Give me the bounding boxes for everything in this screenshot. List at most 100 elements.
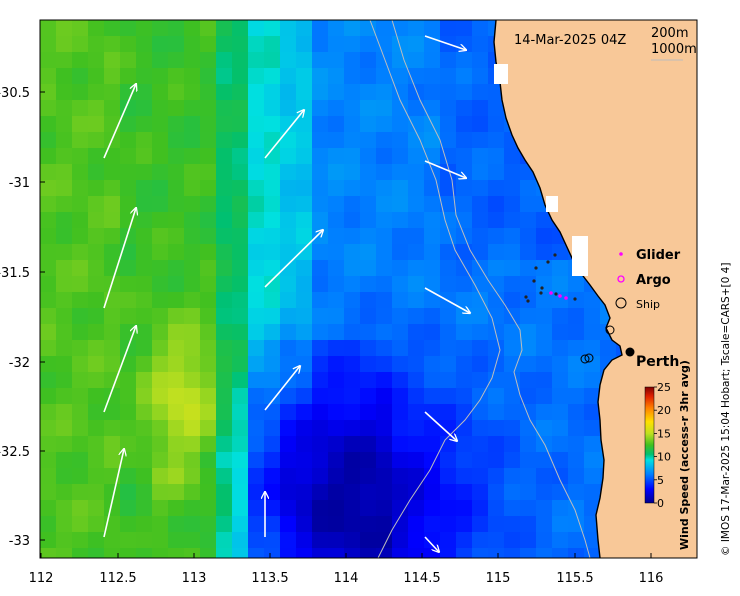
wind-cell bbox=[152, 84, 169, 101]
wind-cell bbox=[696, 52, 697, 69]
wind-cell bbox=[264, 20, 281, 37]
wind-cell bbox=[72, 212, 89, 229]
wind-cell bbox=[136, 532, 153, 549]
wind-cell bbox=[56, 36, 73, 53]
wind-cell bbox=[520, 276, 537, 293]
wind-cell bbox=[504, 404, 521, 421]
coastline bbox=[493, 20, 623, 558]
wind-cell bbox=[152, 356, 169, 373]
wind-cell bbox=[88, 292, 105, 309]
wind-cell bbox=[360, 532, 377, 549]
wind-cell bbox=[120, 420, 137, 437]
wind-cell bbox=[120, 244, 137, 261]
wind-cell bbox=[408, 356, 425, 373]
wind-cell bbox=[376, 228, 393, 245]
wind-cell bbox=[392, 292, 409, 309]
wind-cell bbox=[536, 500, 553, 517]
wind-cell bbox=[104, 500, 121, 517]
wind-cell bbox=[312, 292, 329, 309]
wind-cell bbox=[200, 356, 217, 373]
wind-cell bbox=[216, 84, 233, 101]
wind-cell bbox=[72, 180, 89, 197]
wind-cell bbox=[584, 420, 601, 437]
wind-cell bbox=[328, 532, 345, 549]
wind-cell bbox=[104, 196, 121, 213]
wind-cell bbox=[184, 196, 201, 213]
wind-cell bbox=[296, 116, 313, 133]
wind-cell bbox=[168, 36, 185, 53]
wind-cell bbox=[472, 100, 489, 117]
wind-cell bbox=[168, 324, 185, 341]
wind-cell bbox=[328, 340, 345, 357]
wind-cell bbox=[344, 484, 361, 501]
wind-cell bbox=[424, 500, 441, 517]
wind-cell bbox=[504, 436, 521, 453]
wind-cell bbox=[184, 404, 201, 421]
wind-cell bbox=[520, 196, 537, 213]
glider-position bbox=[539, 291, 543, 295]
wind-cell bbox=[696, 308, 697, 325]
wind-cell bbox=[104, 324, 121, 341]
wind-cell bbox=[504, 548, 521, 558]
wind-cell bbox=[280, 468, 297, 485]
wind-cell bbox=[104, 68, 121, 85]
wind-cell bbox=[184, 276, 201, 293]
wind-cell bbox=[200, 532, 217, 549]
wind-cell bbox=[216, 356, 233, 373]
wind-cell bbox=[392, 68, 409, 85]
wind-cell bbox=[168, 180, 185, 197]
wind-cell bbox=[376, 452, 393, 469]
wind-cell bbox=[344, 452, 361, 469]
wind-cell bbox=[344, 516, 361, 533]
wind-cell bbox=[152, 404, 169, 421]
wind-cell bbox=[344, 180, 361, 197]
wind-cell bbox=[40, 548, 57, 558]
wind-cell bbox=[424, 164, 441, 181]
wind-cell bbox=[552, 260, 569, 277]
wind-cell bbox=[392, 516, 409, 533]
wind-cell bbox=[488, 388, 505, 405]
wind-cell bbox=[408, 244, 425, 261]
wind-cell bbox=[440, 84, 457, 101]
wind-cell bbox=[456, 196, 473, 213]
wind-cell bbox=[248, 308, 265, 325]
wind-cell bbox=[232, 452, 249, 469]
wind-cell bbox=[424, 436, 441, 453]
wind-cell bbox=[344, 260, 361, 277]
x-tick-label: 114.5 bbox=[403, 571, 440, 586]
wind-cell bbox=[88, 516, 105, 533]
wind-cell bbox=[72, 420, 89, 437]
wind-cell bbox=[136, 84, 153, 101]
wind-cell bbox=[392, 484, 409, 501]
wind-cell bbox=[424, 228, 441, 245]
wind-cell bbox=[440, 532, 457, 549]
wind-cell bbox=[552, 388, 569, 405]
wind-cell bbox=[280, 196, 297, 213]
wind-arrows bbox=[103, 35, 470, 552]
wind-cell bbox=[40, 436, 57, 453]
wind-cell bbox=[136, 20, 153, 37]
wind-cell bbox=[488, 164, 505, 181]
argo-legend-icon bbox=[617, 275, 625, 283]
wind-cell bbox=[248, 84, 265, 101]
wind-cell bbox=[72, 244, 89, 261]
wind-cell bbox=[344, 68, 361, 85]
wind-cell bbox=[104, 372, 121, 389]
wind-cell bbox=[376, 212, 393, 229]
wind-cell bbox=[328, 324, 345, 341]
wind-cell bbox=[136, 452, 153, 469]
wind-cell bbox=[376, 180, 393, 197]
wind-cell bbox=[152, 468, 169, 485]
wind-cell bbox=[168, 260, 185, 277]
wind-cell bbox=[184, 452, 201, 469]
wind-cell bbox=[280, 36, 297, 53]
wind-cell bbox=[328, 180, 345, 197]
wind-cell bbox=[456, 532, 473, 549]
wind-cell bbox=[152, 196, 169, 213]
glider-position bbox=[534, 266, 538, 270]
wind-cell bbox=[440, 404, 457, 421]
wind-cell bbox=[296, 308, 313, 325]
wind-cell bbox=[520, 468, 537, 485]
wind-cell bbox=[184, 180, 201, 197]
wind-cell bbox=[152, 516, 169, 533]
